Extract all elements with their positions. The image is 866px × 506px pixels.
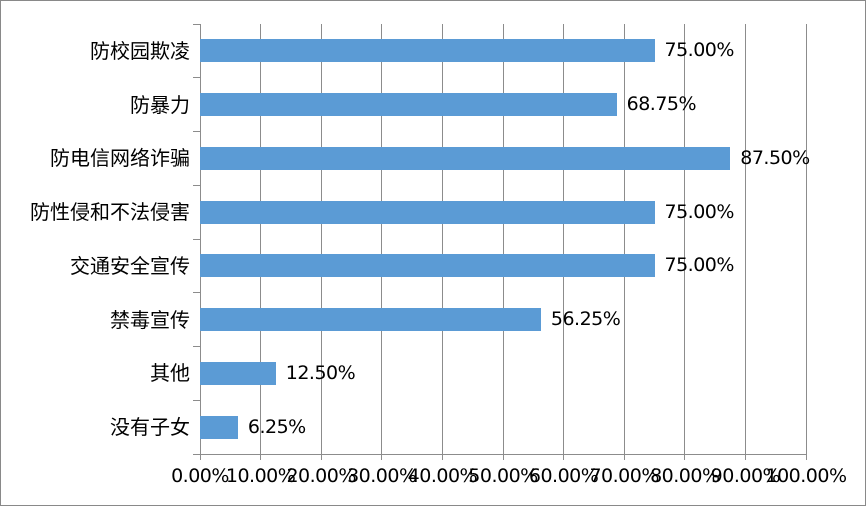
gridline: [744, 24, 746, 454]
gridline: [260, 24, 262, 454]
y-axis-tick: [193, 131, 200, 132]
category-label: 没有子女: [110, 415, 190, 440]
x-tick-label: 70.00%: [589, 465, 659, 487]
bar: [200, 200, 655, 224]
gridline: [441, 24, 443, 454]
x-tick-label: 20.00%: [286, 465, 356, 487]
bar: [200, 415, 238, 439]
x-axis-tick: [320, 454, 322, 460]
bar: [200, 93, 617, 117]
x-tick-label: 50.00%: [468, 465, 538, 487]
y-axis-tick: [193, 453, 200, 455]
category-label: 交通安全宣传: [70, 253, 190, 278]
data-label: 75.00%: [664, 254, 735, 277]
x-axis-line: [199, 453, 807, 455]
x-tick-label: 40.00%: [407, 465, 478, 487]
x-axis-tick: [199, 454, 201, 460]
x-axis-tick: [623, 454, 625, 460]
x-axis-tick: [260, 454, 262, 460]
x-axis-tick: [684, 454, 686, 460]
y-axis-tick: [193, 292, 200, 294]
x-tick-label: 30.00%: [347, 465, 417, 487]
x-axis-tick: [805, 454, 807, 460]
x-tick-label: 80.00%: [650, 465, 720, 487]
category-label: 防校园欺凌: [90, 38, 190, 63]
y-axis-tick: [193, 399, 200, 401]
gridline: [623, 24, 625, 454]
x-axis-tick: [744, 454, 746, 460]
bar: [200, 146, 731, 170]
x-tick-label: 10.00%: [225, 465, 296, 487]
category-label: 防暴力: [130, 92, 190, 117]
gridline: [805, 24, 807, 454]
data-label: 75.00%: [664, 39, 735, 62]
gridline: [502, 24, 504, 454]
y-axis-tick: [193, 23, 200, 25]
gridline: [684, 24, 686, 454]
category-label: 禁毒宣传: [110, 307, 190, 332]
bar: [200, 361, 276, 385]
x-axis-tick: [502, 454, 504, 460]
x-tick-label: 100.00%: [765, 465, 847, 487]
x-axis-tick: [563, 454, 565, 460]
category-label: 防性侵和不法侵害: [30, 200, 190, 225]
y-axis-tick: [193, 238, 200, 240]
x-axis-tick: [381, 454, 383, 460]
x-axis-tick: [441, 454, 443, 460]
bar: [200, 254, 655, 278]
bar: [200, 39, 655, 63]
data-label: 56.25%: [550, 308, 621, 331]
bar: [200, 308, 541, 332]
gridline: [381, 24, 383, 454]
y-axis-tick: [193, 184, 200, 186]
category-label: 其他: [150, 361, 190, 386]
y-axis-tick: [193, 77, 200, 79]
x-tick-label: 60.00%: [528, 465, 599, 487]
data-label: 12.50%: [285, 361, 356, 384]
x-tick-label: 90.00%: [710, 465, 781, 487]
y-axis-line: [199, 24, 201, 454]
gridline: [320, 24, 322, 454]
y-axis-tick: [193, 346, 200, 347]
data-label: 87.50%: [740, 146, 810, 169]
gridline: [563, 24, 565, 454]
x-tick-label: 0.00%: [171, 465, 229, 487]
data-label: 68.75%: [626, 93, 697, 116]
category-label: 防电信网络诈骗: [50, 146, 190, 171]
data-label: 6.25%: [247, 415, 306, 438]
data-label: 75.00%: [664, 200, 735, 223]
